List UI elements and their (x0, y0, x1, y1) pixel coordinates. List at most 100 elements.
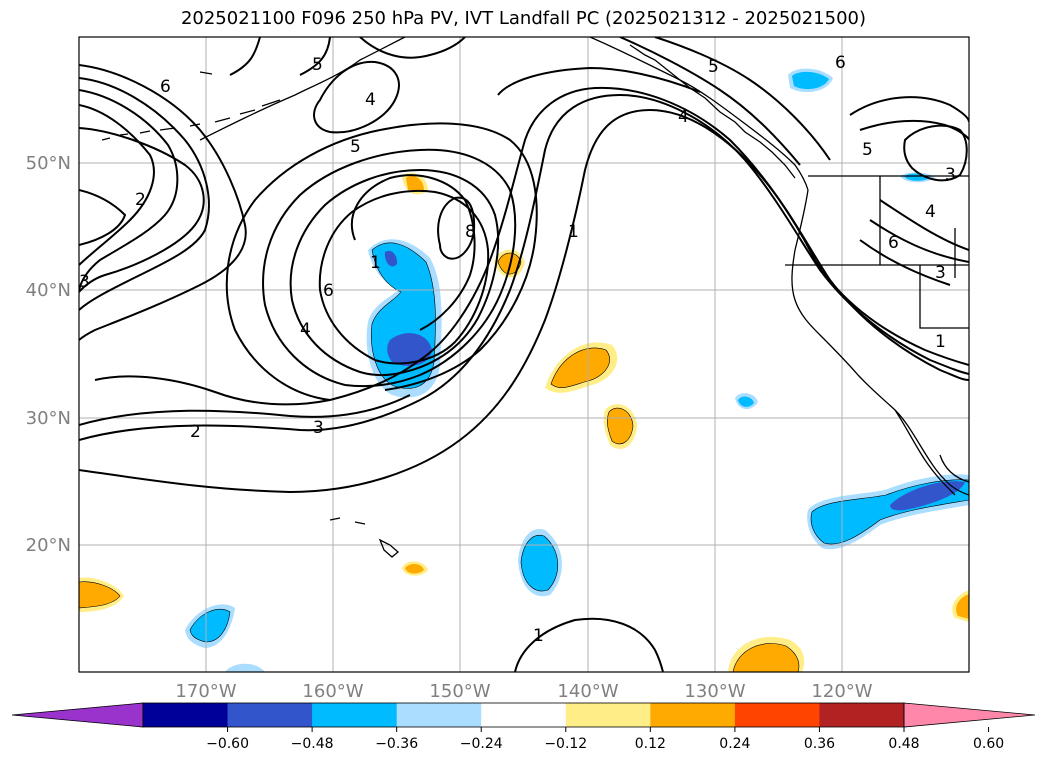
pv-contours (79, 37, 969, 672)
contour-line (79, 64, 247, 341)
colorbar-segment (734, 703, 820, 727)
colorbar-segment (565, 703, 651, 727)
contour-line (903, 124, 968, 182)
latitude-labels: 20°N 30°N 40°N 50°N (26, 153, 71, 556)
colorbar-tick-label: −0.24 (460, 736, 503, 752)
contour-label: 2 (190, 422, 201, 442)
contour-line (79, 89, 179, 291)
contour-line (79, 394, 411, 426)
colorbar-tick-label: 0.36 (804, 736, 835, 752)
contour-label: 1 (533, 626, 544, 646)
contour-line (79, 189, 127, 246)
positive-anomaly-patch (956, 594, 969, 619)
contour-label: 6 (323, 281, 334, 301)
contour-line (79, 77, 210, 311)
gridlines (79, 37, 969, 672)
negative-anomaly-patch (792, 71, 829, 90)
contour-line (94, 359, 421, 406)
contour-label: 5 (312, 55, 323, 75)
contour-label: 3 (313, 418, 324, 438)
contour-line (497, 66, 701, 96)
colorbar-segment (396, 703, 482, 727)
map-frame (78, 36, 970, 673)
contour-line (879, 199, 969, 251)
contour-line (313, 60, 400, 134)
positive-anomaly-patch (551, 347, 610, 388)
contour-line (859, 239, 951, 286)
contour-label: 8 (465, 222, 476, 242)
positive-anomaly-patch (733, 643, 799, 672)
colorbar-tick-label: 0.48 (888, 736, 919, 752)
contour-line (654, 37, 831, 161)
contour-line (849, 96, 969, 123)
colorbar-tick-label: −0.60 (206, 736, 249, 752)
contour-line (299, 37, 331, 76)
contour-line (262, 148, 517, 388)
negative-anomaly-patch (387, 333, 432, 366)
baja-california (894, 409, 969, 496)
contour-line (619, 37, 801, 166)
colorbar-frame (142, 702, 905, 728)
contour-line (419, 93, 969, 401)
contour-line (514, 617, 664, 672)
lon-label: 120°W (811, 681, 872, 702)
colorbar-extend-max (903, 702, 1036, 728)
contour-label: 1 (568, 222, 579, 242)
contour-label: 5 (862, 140, 873, 160)
longitude-labels: 170°W 160°W 150°W 140°W 130°W 120°W (175, 681, 872, 702)
colorbar-segment (227, 703, 313, 727)
contour-label: 6 (160, 77, 171, 97)
small-island (199, 71, 213, 75)
lon-label: 160°W (302, 681, 363, 702)
figure-title: 2025021100 F096 250 hPa PV, IVT Landfall… (180, 8, 867, 29)
contour-line (79, 127, 205, 293)
contour-label: 3 (945, 165, 956, 185)
negative-anomaly-patch (190, 609, 230, 642)
negative-anomaly-patch (738, 396, 754, 407)
contour-label: 4 (365, 90, 376, 110)
contour-line (79, 104, 155, 266)
contour-label: 5 (708, 57, 719, 77)
contour-line (419, 86, 969, 366)
colorbar: −0.60 −0.48 −0.36 −0.24 −0.12 0.12 0.24 0.36 0.4… (11, 702, 1036, 752)
alaska-panhandle-coast (589, 37, 809, 191)
lat-label: 50°N (26, 153, 71, 174)
colorbar-tick-label: 0.24 (719, 736, 750, 752)
contour-line (225, 122, 538, 401)
lat-label: 30°N (26, 408, 71, 429)
contour-labels: 5 6 4 2 3 6 5 8 1 4 3 2 3 1 5 4 5 6 4 3 … (79, 53, 956, 646)
alaska-coast (199, 37, 406, 141)
lon-label: 140°W (557, 681, 618, 702)
colorbar-tick-label: −0.12 (544, 736, 587, 752)
negative-anomaly-patch (521, 535, 558, 591)
positive-anomaly-patch (405, 564, 424, 574)
contour-label: 1 (935, 332, 946, 352)
map-panel: 5 6 4 2 3 6 5 8 1 4 3 2 3 1 5 4 5 6 4 3 … (79, 37, 969, 672)
colorbar-segment (650, 703, 736, 727)
contour-label: 2 (135, 190, 146, 210)
bc-coast-islands (629, 44, 796, 179)
coastlines (101, 37, 969, 558)
contour-label: 3 (935, 263, 946, 283)
contour-label: 1 (370, 253, 381, 273)
lon-label: 130°W (684, 681, 745, 702)
lat-label: 40°N (26, 280, 71, 301)
negative-anomaly-patch (890, 481, 965, 511)
colorbar-extend-min (11, 702, 144, 728)
contour-label: 6 (888, 233, 899, 253)
hawaii-islands (329, 517, 400, 558)
contour-line (79, 399, 421, 441)
contour-label: 4 (925, 202, 936, 222)
contour-label: 4 (678, 107, 689, 127)
colorbar-tick-label: −0.48 (291, 736, 334, 752)
contour-line (318, 189, 490, 365)
colorbar-tick-label: 0.12 (635, 736, 666, 752)
contour-label: 4 (300, 320, 311, 340)
contour-label: 5 (350, 137, 361, 157)
lon-label: 150°W (429, 681, 490, 702)
contour-line (359, 37, 466, 59)
lon-label: 170°W (175, 681, 236, 702)
shading-layer (79, 68, 969, 672)
contour-label: 6 (835, 53, 846, 73)
negative-anomaly-patch (225, 663, 265, 672)
